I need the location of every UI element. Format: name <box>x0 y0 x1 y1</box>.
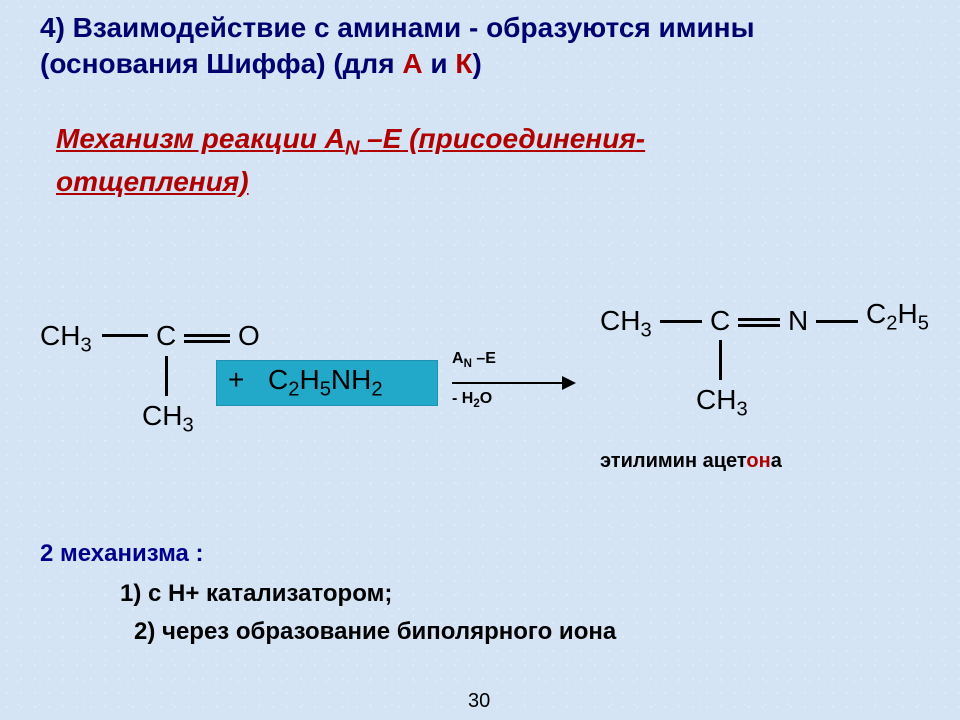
txt: CH <box>696 384 736 415</box>
mechanism-item-1: 1) с Н+ катализатором; <box>120 580 392 608</box>
bond-line-vertical <box>165 356 168 396</box>
mech-line2: отщепления) <box>56 166 249 197</box>
nsub: 2 <box>371 379 382 401</box>
bond-line <box>660 320 702 323</box>
sub: 3 <box>182 415 193 437</box>
page-number: 30 <box>468 690 490 713</box>
n: NH <box>331 364 371 395</box>
mechanism-item-2: 2) через образование биполярного иона <box>134 618 616 646</box>
pre: A <box>452 350 464 367</box>
heading-line-1: 4) Взаимодействие с аминами - образуются… <box>40 12 920 44</box>
reagent-ch3-bottom: CH3 <box>142 400 194 438</box>
mechanism-heading: Механизм реакции АN –Е (присоединения- о… <box>56 120 796 201</box>
sub: 3 <box>736 399 747 421</box>
heading-letter-k: К <box>455 48 472 79</box>
mech-pre: Механизм реакции А <box>56 123 345 154</box>
heading-text-1: Взаимодействие с аминами - образуются им… <box>65 12 755 43</box>
bond-line-double-a <box>184 334 230 337</box>
c: C <box>866 298 886 329</box>
reaction-arrow-line <box>452 382 564 384</box>
h: H <box>299 364 319 395</box>
bond-line <box>102 334 148 337</box>
hsub: 5 <box>320 379 331 401</box>
arrow-bottom-label: - H2O <box>452 390 492 410</box>
product-c2h5: C2H5 <box>866 298 929 336</box>
reagent-ch3-top: CH3 <box>40 320 92 358</box>
bond-line-double-b <box>738 324 780 327</box>
heading-and: и <box>423 48 456 79</box>
mech-mid: –Е (присоединения- <box>359 123 645 154</box>
bond-line-double-b <box>184 340 230 343</box>
txt: CH <box>142 400 182 431</box>
heading-text-2a: (основания Шиффа) (для <box>40 48 402 79</box>
csub: 2 <box>886 313 897 335</box>
plus-sign: + <box>228 364 244 396</box>
hsub: 5 <box>918 313 929 335</box>
post: а <box>771 450 782 472</box>
post: –E <box>472 350 496 367</box>
h: H <box>897 298 917 329</box>
product-ch3-bottom: CH3 <box>696 384 748 422</box>
sub: 3 <box>80 335 91 357</box>
bond-line-vertical <box>719 340 722 380</box>
mech-sub: N <box>345 138 360 160</box>
c: C <box>268 364 288 395</box>
heading-letter-a: А <box>402 48 422 79</box>
arrow-top-label: AN –E <box>452 350 496 370</box>
reaction-scheme: CH3 C O CH3 + C2H5NH2 AN –E - H2O CH3 C … <box>0 280 960 480</box>
sub: N <box>464 358 472 370</box>
post: O <box>480 390 492 407</box>
heading-text-2b: ) <box>472 48 481 79</box>
pre: - H <box>452 390 473 407</box>
sub: 3 <box>640 320 651 342</box>
on: он <box>746 450 770 472</box>
txt: CH <box>600 305 640 336</box>
bond-line <box>816 320 858 323</box>
pre: этилимин ацет <box>600 450 746 472</box>
reaction-arrow-head <box>562 376 576 390</box>
product-name: этилимин ацетона <box>600 450 782 473</box>
mechanisms-heading: 2 механизма : <box>40 540 204 568</box>
bond-line-double-a <box>738 318 780 321</box>
txt: CH <box>40 320 80 351</box>
heading-number: 4) <box>40 12 65 43</box>
reagent-c: C <box>156 320 176 352</box>
reagent-o: O <box>238 320 260 352</box>
product-n: N <box>788 305 808 337</box>
product-ch3-top: CH3 <box>600 305 652 343</box>
csub: 2 <box>288 379 299 401</box>
heading-line-2: (основания Шиффа) (для А и К) <box>40 48 920 80</box>
product-c: C <box>710 305 730 337</box>
amine-formula: C2H5NH2 <box>268 364 383 402</box>
